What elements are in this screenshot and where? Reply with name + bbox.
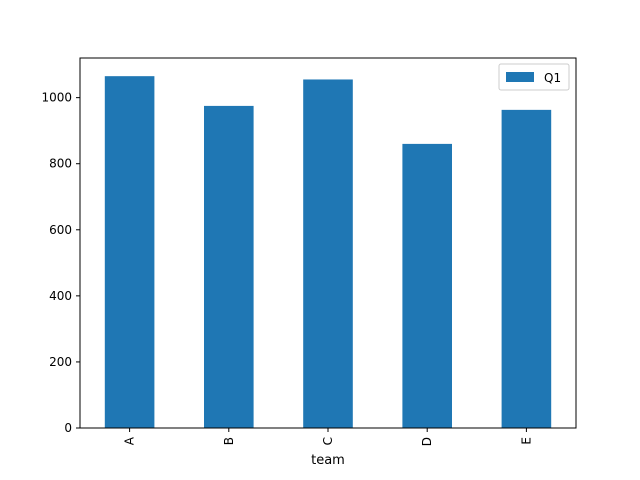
- bar-D: [402, 143, 452, 428]
- y-tick-label: 600: [49, 223, 72, 237]
- y-tick-label: 400: [49, 289, 72, 303]
- x-axis: A B C D E: [123, 428, 533, 446]
- y-tick-label: 0: [64, 421, 72, 435]
- bar-B: [204, 105, 254, 428]
- y-tick-label: 200: [49, 355, 72, 369]
- x-tick-label: C: [321, 437, 335, 445]
- y-tick-label: 800: [49, 157, 72, 171]
- x-tick-label: B: [222, 437, 236, 445]
- bar-E: [501, 109, 552, 428]
- legend-label: Q1: [544, 71, 561, 85]
- x-tick-label: D: [420, 437, 434, 446]
- bar-C: [303, 79, 353, 429]
- bars-group: [104, 76, 552, 429]
- y-axis: 0 200 400 600 800 1000: [41, 91, 80, 435]
- y-tick-label: 1000: [41, 91, 72, 105]
- legend: Q1: [498, 63, 570, 91]
- x-tick-label: E: [519, 437, 533, 445]
- bar-A: [104, 76, 155, 428]
- x-tick-label: A: [123, 436, 137, 445]
- x-axis-label: team: [311, 453, 345, 468]
- plot-frame: [79, 57, 577, 429]
- legend-swatch: [506, 72, 534, 82]
